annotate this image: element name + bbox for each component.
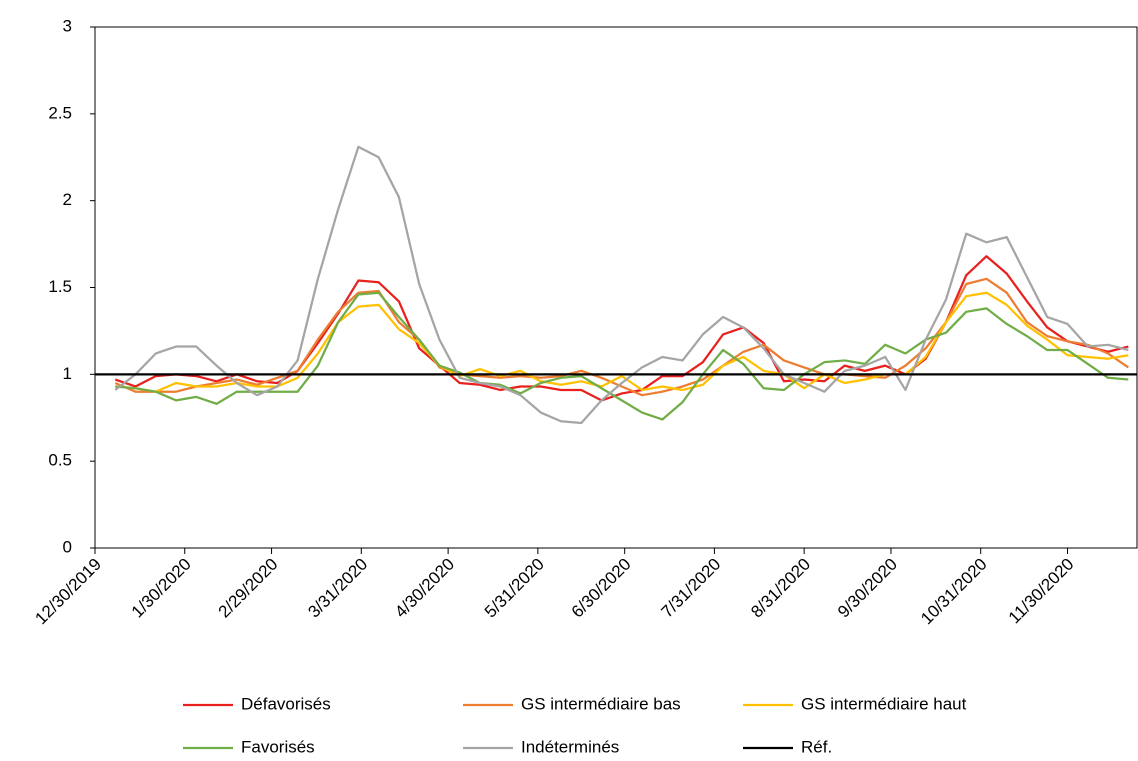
- y-tick-label: 2.5: [48, 103, 72, 122]
- x-tick-label: 11/30/2020: [1005, 555, 1078, 628]
- x-tick-label: 10/31/2020: [917, 555, 991, 629]
- x-tick-label: 5/31/2020: [481, 555, 548, 622]
- x-tick-label: 6/30/2020: [568, 555, 635, 622]
- x-tick-label: 3/31/2020: [304, 555, 371, 622]
- series-line: [115, 291, 1129, 421]
- x-tick-label: 2/29/2020: [215, 555, 282, 622]
- legend-label: Réf.: [801, 737, 832, 756]
- x-tick-label: 12/30/2019: [31, 555, 105, 629]
- x-tick-label: 4/30/2020: [391, 555, 458, 622]
- x-tick-label: 9/30/2020: [834, 555, 901, 622]
- legend-label: Indéterminés: [521, 737, 619, 756]
- x-tick-label: 1/30/2020: [128, 555, 195, 622]
- plot-frame: [94, 26, 1138, 549]
- legend-label: Favorisés: [241, 737, 315, 756]
- series-line: [115, 291, 1129, 393]
- y-tick-label: 0.5: [48, 451, 72, 470]
- y-tick-label: 0: [63, 537, 72, 556]
- legend-label: GS intermédiaire bas: [521, 694, 681, 713]
- y-tick-label: 1: [63, 364, 72, 383]
- legend-label: Défavorisés: [241, 694, 331, 713]
- y-tick-label: 3: [63, 16, 72, 35]
- series-line: [114, 277, 1129, 397]
- y-tick-label: 2: [63, 190, 72, 209]
- series-line: [114, 255, 1129, 402]
- legend-label: GS intermédiaire haut: [801, 694, 967, 713]
- x-tick-label: 8/31/2020: [747, 555, 814, 622]
- x-tick-label: 7/31/2020: [657, 555, 724, 622]
- series-line: [114, 145, 1129, 425]
- y-tick-label: 1.5: [48, 277, 72, 296]
